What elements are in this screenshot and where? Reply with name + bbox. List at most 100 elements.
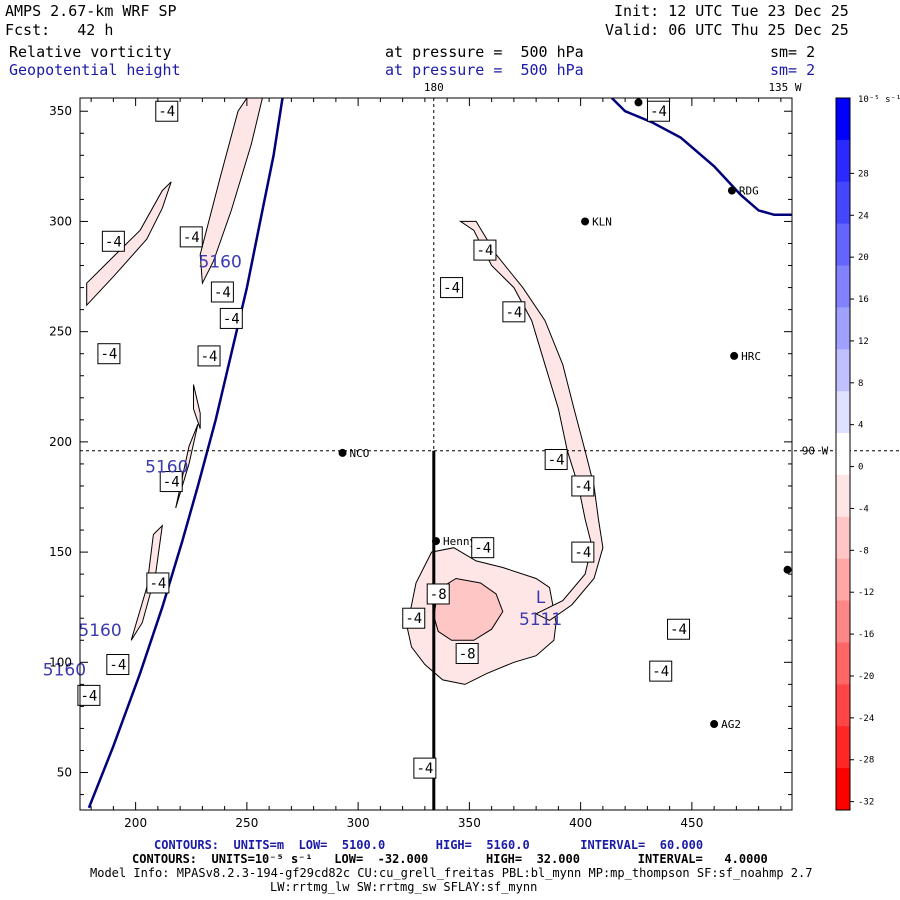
colorbar-tick-label: -12 bbox=[858, 588, 874, 598]
y-tick-label: 50 bbox=[57, 766, 72, 780]
vorticity-label-box bbox=[77, 684, 101, 706]
colorbar-swatch bbox=[836, 600, 850, 643]
vorticity-label-box bbox=[649, 660, 673, 682]
y-tick-label: 200 bbox=[49, 435, 72, 449]
vorticity-label: -4 bbox=[548, 453, 565, 469]
vorticity-label: -4 bbox=[223, 311, 240, 327]
colorbar-swatch bbox=[836, 307, 850, 350]
plot-area: RDG KLN HRC NCO Henny AG2 -4 -4 -4 -4 -4 -4 -4 -4 -4 -4… bbox=[43, 81, 900, 830]
plot-frame bbox=[79, 97, 793, 811]
height-label: 5160 bbox=[78, 621, 121, 641]
x-tick-label: 200 bbox=[124, 816, 147, 830]
colorbar-swatch bbox=[836, 433, 850, 476]
colorbar-swatch bbox=[836, 265, 850, 308]
field1-name: Relative vorticity bbox=[9, 43, 172, 61]
station-label-henny: Henny bbox=[443, 535, 476, 548]
vorticity-label-box bbox=[106, 654, 130, 676]
vorticity-label: -4 bbox=[158, 104, 175, 120]
vorticity-label: -4 bbox=[163, 475, 180, 491]
colorbar-swatch bbox=[836, 98, 850, 141]
vorticity-label-box bbox=[571, 475, 595, 497]
colorbar-swatch bbox=[836, 516, 850, 560]
vorticity-contour-info: CONTOURS: UNITS=10⁻⁵ s⁻¹ LOW= -32.000 HI… bbox=[132, 852, 768, 866]
field2-name: Geopotential height bbox=[9, 61, 181, 79]
colorbar-tick-label: 8 bbox=[858, 379, 863, 389]
colorbar-swatch bbox=[836, 642, 850, 685]
colorbar-tick-label: 20 bbox=[858, 253, 869, 263]
vorticity-label: -4 bbox=[109, 658, 126, 674]
station-marker bbox=[783, 565, 792, 574]
x-tick-label: 300 bbox=[347, 816, 370, 830]
colorbar-tick-label: -28 bbox=[858, 756, 874, 766]
station-label-kln: KLN bbox=[592, 215, 612, 228]
vorticity-label: -4 bbox=[505, 305, 522, 321]
station-marker bbox=[710, 720, 719, 729]
vorticity-label-box bbox=[473, 239, 497, 261]
vorticity-label: -8 bbox=[430, 587, 447, 603]
y-tick-label: 350 bbox=[49, 104, 72, 118]
height-contour-1 bbox=[610, 98, 792, 217]
height-label: 5160 bbox=[145, 458, 188, 478]
vorticity-label-box bbox=[219, 307, 243, 329]
height-label: 5111 bbox=[519, 610, 562, 630]
vorticity-label-box bbox=[667, 618, 691, 640]
colorbar-tick-label: -4 bbox=[858, 504, 869, 514]
station-label-hrc: HRC bbox=[741, 350, 761, 363]
colorbar-swatch bbox=[836, 474, 850, 518]
lon-label-135w: 135 W bbox=[768, 81, 801, 94]
colorbar-tick-label: -8 bbox=[858, 546, 869, 556]
vorticity-label: -8 bbox=[459, 646, 476, 662]
height-contour-info: CONTOURS: UNITS=m LOW= 5100.0 HIGH= 5160… bbox=[154, 838, 704, 852]
colorbar-tick-label: 24 bbox=[858, 211, 869, 221]
vorticity-label: -4 bbox=[652, 664, 669, 680]
vorticity-label-box bbox=[210, 281, 234, 303]
colorbar-swatch bbox=[836, 391, 850, 434]
height-label: L bbox=[536, 588, 546, 608]
vorticity-label-box bbox=[146, 572, 170, 594]
colorbar-tick-label: -16 bbox=[858, 630, 874, 640]
vorticity-region-7 bbox=[86, 181, 172, 307]
height-label: 5160 bbox=[199, 253, 242, 273]
model-title: AMPS 2.67-km WRF SP bbox=[5, 2, 177, 20]
colorbar-swatch bbox=[836, 181, 850, 225]
colorbar-swatch bbox=[836, 684, 850, 727]
station-marker bbox=[432, 537, 440, 546]
lon-label-90w: 90 W bbox=[802, 445, 829, 458]
vorticity-label-box bbox=[402, 607, 426, 629]
height-contour-0 bbox=[87, 98, 284, 809]
vorticity-label: -4 bbox=[670, 622, 687, 638]
vorticity-label-box bbox=[155, 100, 179, 122]
x-tick-label: 350 bbox=[458, 816, 481, 830]
vorticity-label: -4 bbox=[405, 611, 422, 627]
vorticity-label-box bbox=[647, 100, 670, 122]
lon-label-180: 180 bbox=[424, 81, 444, 94]
colorbar: 28 24 20 16 12 8 4 0 -4 -8 -12 -16 -20 -24 -28 -32 10⁻⁵ … bbox=[835, 95, 900, 811]
vorticity-label: -4 bbox=[201, 349, 218, 365]
valid-time: Valid: 06 UTC Thu 25 Dec 25 bbox=[605, 21, 849, 39]
model-physics: LW:rrtmg_lw SW:rrtmg_sw SFLAY:sf_mynn bbox=[270, 880, 538, 894]
x-tick-label: 450 bbox=[680, 816, 703, 830]
colorbar-swatch bbox=[836, 558, 850, 602]
plot-inner bbox=[86, 98, 792, 810]
vorticity-label-box bbox=[413, 757, 437, 779]
colorbar-swatch bbox=[836, 223, 850, 267]
init-time: Init: 12 UTC Tue 23 Dec 25 bbox=[614, 2, 849, 20]
vorticity-label: -4 bbox=[80, 688, 97, 704]
colorbar-tick-label: 28 bbox=[858, 169, 869, 179]
field2-smoothing: sm= 2 bbox=[770, 61, 816, 79]
station-label-rdg: RDG bbox=[739, 185, 759, 198]
vorticity-label-box bbox=[101, 230, 125, 252]
colorbar-tick-label: 12 bbox=[858, 337, 869, 347]
colorbar-tick-label: -24 bbox=[858, 714, 874, 724]
station-marker bbox=[730, 351, 739, 360]
field1-level: at pressure = 500 hPa bbox=[385, 43, 584, 61]
station-marker bbox=[581, 217, 590, 226]
vorticity-label: -4 bbox=[574, 479, 591, 495]
vorticity-label-box bbox=[471, 537, 495, 559]
model-info: Model Info: MPASv8.2.3-194-gf29cd82c CU:… bbox=[90, 866, 813, 880]
field2-level: at pressure = 500 hPa bbox=[385, 61, 584, 79]
colorbar-swatch bbox=[836, 139, 850, 183]
vorticity-label: -4 bbox=[214, 285, 231, 301]
forecast-hour: Fcst: 42 h bbox=[5, 21, 114, 39]
